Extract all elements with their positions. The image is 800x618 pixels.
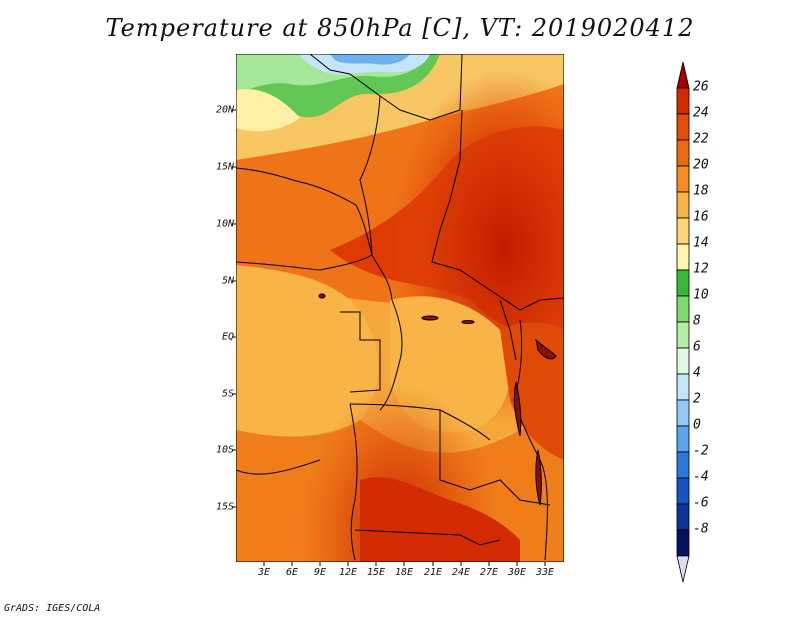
- colorbar-label: 0: [693, 417, 701, 433]
- lat-label-5n: 5N: [221, 275, 234, 287]
- colorbar-swatch: [676, 321, 690, 349]
- lat-label-10n: 10N: [215, 218, 234, 230]
- lon-label-3e: 3E: [257, 567, 271, 578]
- colorbar-swatch: [676, 269, 690, 297]
- colorbar: [676, 61, 690, 583]
- colorbar-label: 22: [693, 131, 709, 147]
- lon-label-33e: 33E: [535, 567, 555, 578]
- colorbar-label: 14: [693, 235, 709, 251]
- lat-label-5s: 5S: [221, 388, 234, 400]
- lat-label-15n: 15N: [215, 161, 234, 173]
- colorbar-swatch: [676, 87, 690, 115]
- colorbar-swatch: [676, 425, 690, 453]
- colorbar-label: 8: [693, 313, 701, 329]
- colorbar-swatch: [676, 113, 690, 141]
- colorbar-swatch: [676, 295, 690, 323]
- colorbar-swatch: [676, 165, 690, 193]
- colorbar-swatch: [676, 555, 690, 583]
- colorbar-swatch: [676, 477, 690, 505]
- temperature-field: [236, 54, 564, 562]
- colorbar-swatch: [676, 373, 690, 401]
- lat-label-15s: 15S: [215, 501, 234, 513]
- colorbar-swatch: [676, 529, 690, 557]
- lon-label-21e: 21E: [423, 567, 443, 578]
- colorbar-swatch: [676, 347, 690, 375]
- colorbar-swatch: [676, 503, 690, 531]
- colorbar-label: 24: [693, 105, 709, 121]
- lon-label-30e: 30E: [507, 567, 527, 578]
- lon-label-27e: 27E: [479, 567, 499, 578]
- colorbar-label: 12: [693, 261, 709, 277]
- lon-label-15e: 15E: [366, 567, 386, 578]
- colorbar-swatch: [676, 451, 690, 479]
- map-axis-ticks: [232, 109, 546, 566]
- lat-label-eq: EQ: [221, 331, 234, 343]
- lon-label-18e: 18E: [394, 567, 414, 578]
- colorbar-label: -8: [693, 521, 709, 537]
- colorbar-label: -6: [693, 495, 709, 511]
- colorbar-label: 20: [693, 157, 709, 173]
- colorbar-swatch: [676, 191, 690, 219]
- colorbar-label: 26: [693, 79, 709, 95]
- colorbar-swatch: [676, 217, 690, 245]
- colorbar-label: -4: [693, 469, 709, 485]
- lon-label-12e: 12E: [338, 567, 358, 578]
- lat-label-20n: 20N: [215, 104, 234, 116]
- lon-label-24e: 24E: [451, 567, 471, 578]
- colorbar-label: 4: [693, 365, 701, 381]
- colorbar-swatch: [676, 399, 690, 427]
- colorbar-label: 18: [693, 183, 709, 199]
- colorbar-label: 16: [693, 209, 709, 225]
- colorbar-label: 2: [693, 391, 701, 407]
- map-title: Temperature at 850hPa [C], VT: 201902041…: [105, 14, 695, 42]
- colorbar-label: -2: [693, 443, 709, 459]
- colorbar-label: 10: [693, 287, 709, 303]
- lon-label-6e: 6E: [285, 567, 299, 578]
- colorbar-swatch: [676, 139, 690, 167]
- lon-label-9e: 9E: [313, 567, 327, 578]
- colorbar-swatch: [676, 61, 690, 89]
- colorbar-label: 6: [693, 339, 701, 355]
- colorbar-swatch: [676, 243, 690, 271]
- footer-credit: GrADS: IGES/COLA: [4, 603, 101, 614]
- lat-label-10s: 10S: [215, 444, 234, 456]
